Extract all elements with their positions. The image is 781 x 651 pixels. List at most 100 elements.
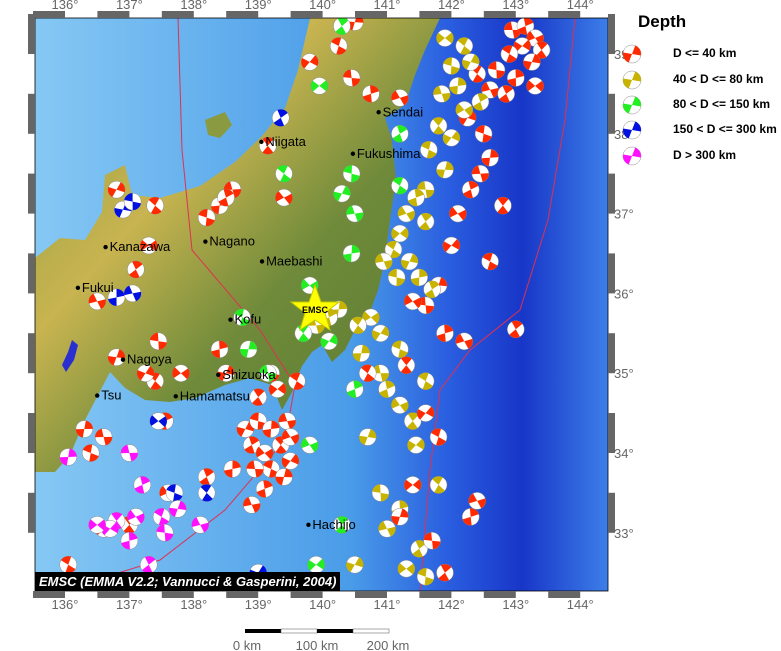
- city-dot: [259, 139, 264, 144]
- focal-mechanism-beachball: [168, 500, 187, 518]
- city-label: Nagoya: [127, 352, 173, 367]
- focal-mechanism-beachball: [88, 516, 106, 534]
- focal-mechanism-beachball: [391, 125, 409, 143]
- focal-mechanism-beachball: [275, 188, 293, 207]
- focal-mechanism-beachball: [262, 420, 280, 438]
- focal-mechanism-beachball: [436, 324, 454, 343]
- city-dot: [259, 259, 265, 264]
- focal-mechanism-beachball: [449, 204, 467, 223]
- legend-beachball-icon: [622, 95, 642, 115]
- lat-tick: 35°: [614, 366, 634, 381]
- focal-mechanism-beachball: [404, 476, 422, 494]
- focal-mechanism-beachball: [455, 101, 474, 119]
- focal-mechanism-beachball: [191, 516, 209, 534]
- lon-tick-top: 142°: [438, 0, 465, 12]
- emsc-star: EMSC: [289, 283, 341, 332]
- focal-mechanism-beachball: [400, 252, 419, 271]
- city-dot: [173, 394, 178, 399]
- focal-mechanism-beachball: [471, 93, 490, 111]
- focal-mechanism-beachball: [481, 252, 499, 271]
- focal-mechanism-beachball: [346, 204, 364, 223]
- city-dot: [120, 357, 126, 362]
- focal-mechanism-beachball: [75, 420, 94, 438]
- focal-mechanism-beachball: [294, 324, 313, 343]
- city-dot: [228, 317, 233, 322]
- focal-mechanism-beachball: [346, 555, 364, 574]
- city-label: Hachijo: [312, 517, 355, 532]
- focal-mechanism-beachball: [281, 452, 300, 470]
- focal-mechanism-beachball: [246, 460, 264, 478]
- legend-beachball-icon: [622, 146, 642, 166]
- focal-mechanism-beachball: [281, 428, 300, 446]
- focal-mechanism-beachball: [429, 117, 448, 135]
- focal-mechanism-beachball: [404, 292, 422, 311]
- focal-mechanism-beachball: [239, 340, 258, 359]
- city-label: Tsu: [101, 388, 121, 403]
- legend-item-deep-2: D > 300 km: [673, 148, 737, 162]
- legend-symbols: [622, 44, 642, 166]
- city-dot: [203, 239, 208, 244]
- focal-mechanism-beachball: [243, 496, 261, 514]
- focal-mechanism-beachball: [387, 268, 406, 287]
- focal-mechanism-beachball: [107, 180, 126, 199]
- focal-mechanism-beachball: [197, 208, 216, 227]
- focal-mechanism-beachball: [255, 480, 274, 498]
- focal-mechanism-beachball: [397, 559, 416, 578]
- focal-mechanism-beachball: [487, 61, 506, 79]
- focal-mechanism-beachball: [59, 555, 77, 574]
- focal-mechanism-beachball: [271, 109, 290, 127]
- sado-island: [205, 112, 232, 138]
- focal-mechanism-beachball: [300, 53, 319, 71]
- star-label: EMSC: [302, 305, 329, 315]
- focal-mechanism-beachball: [255, 444, 274, 462]
- lat-tick: 34°: [614, 446, 634, 461]
- lake-biwa: [62, 340, 78, 372]
- focal-mechanism-beachball: [420, 141, 438, 159]
- focal-mechanism-beachball: [342, 244, 361, 263]
- focal-mechanism-beachball: [378, 380, 396, 398]
- trench-line: [419, 18, 576, 591]
- lon-tick-bottom: 136°: [52, 597, 79, 612]
- focal-mechanism-beachball: [259, 137, 277, 155]
- focal-mechanism-beachball: [139, 555, 158, 574]
- focal-mechanism-beachball: [268, 380, 287, 398]
- credit-label: EMSC (EMMA V2.2; Vannucci & Gasperini, 2…: [35, 572, 341, 591]
- city-label: Sendai: [383, 104, 424, 119]
- city-label: Nagano: [209, 234, 255, 249]
- focal-mechanism-beachball: [120, 444, 139, 462]
- lon-tick-bottom: 141°: [374, 597, 401, 612]
- city-dot: [75, 285, 81, 291]
- focal-mechanism-beachball: [391, 508, 409, 526]
- city-label: Kanazawa: [110, 239, 171, 254]
- legend-beachball-icon: [622, 120, 642, 140]
- focal-mechanism-beachball: [416, 212, 435, 231]
- scale-label-200: 200 km: [367, 638, 410, 651]
- lon-tick-bottom: 143°: [502, 597, 529, 612]
- focal-mechanism-beachball: [526, 77, 544, 95]
- focal-mechanism-beachball: [494, 196, 512, 215]
- city-label: Niigata: [265, 134, 306, 149]
- focal-mechanism-beachball: [371, 324, 390, 343]
- focal-mechanism-beachball: [320, 332, 338, 351]
- graticule-labels: 136° 136° 137° 137° 138° 138° 139° 139° 140° 140°…: [52, 0, 634, 612]
- focal-mechanism-beachball: [507, 69, 525, 87]
- focal-mechanism-beachball: [503, 21, 522, 39]
- focal-mechanism-beachball: [371, 484, 390, 502]
- focal-mechanism-beachball: [107, 288, 126, 307]
- focal-mechanism-beachball: [455, 37, 474, 55]
- focal-mechanism-beachball: [349, 316, 367, 335]
- city-dot: [103, 244, 108, 250]
- lat-tick: 36°: [614, 286, 634, 301]
- focal-mechanism-beachball: [329, 37, 348, 55]
- focal-mechanism-beachball: [139, 236, 158, 255]
- focal-mechanism-beachball: [474, 125, 493, 143]
- focal-mechanism-beachball: [249, 388, 267, 406]
- legend-item-intermediate-1: 40 < D <= 80 km: [673, 72, 764, 86]
- focal-mechanism-beachball: [429, 428, 448, 446]
- legend-item-deep-1: 150 < D <= 300 km: [673, 122, 777, 136]
- focal-mechanism-beachball: [423, 532, 441, 550]
- focal-mechanism-beachball: [410, 268, 428, 287]
- focal-mechanism-beachball: [391, 396, 409, 414]
- focal-mechanism-beachball: [352, 344, 370, 362]
- focal-mechanism-beachball: [391, 89, 409, 107]
